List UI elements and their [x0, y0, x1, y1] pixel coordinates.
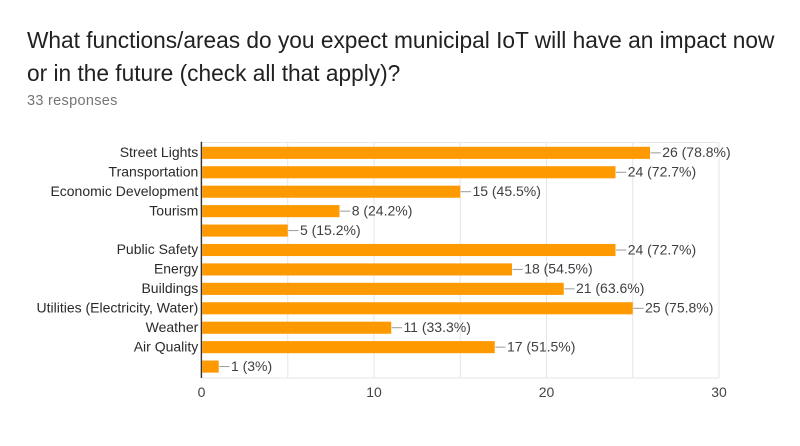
svg-text:Weather: Weather [146, 319, 199, 335]
svg-text:0: 0 [198, 384, 206, 400]
svg-text:5 (15.2%): 5 (15.2%) [300, 222, 361, 238]
svg-text:21 (63.6%): 21 (63.6%) [576, 280, 644, 296]
svg-text:1 (3%): 1 (3%) [231, 358, 272, 374]
svg-text:8 (24.2%): 8 (24.2%) [352, 202, 413, 218]
svg-text:20: 20 [539, 384, 555, 400]
svg-text:25 (75.8%): 25 (75.8%) [645, 300, 713, 316]
svg-text:15 (45.5%): 15 (45.5%) [472, 183, 540, 199]
svg-text:10: 10 [366, 384, 382, 400]
svg-text:Public Safety: Public Safety [117, 241, 199, 257]
svg-text:Energy: Energy [154, 261, 198, 277]
svg-text:30: 30 [711, 384, 727, 400]
svg-text:Economic Development: Economic Development [50, 183, 198, 199]
svg-text:Air Quality: Air Quality [134, 338, 199, 354]
svg-text:24 (72.7%): 24 (72.7%) [628, 241, 696, 257]
svg-text:Street Lights: Street Lights [120, 144, 199, 160]
svg-text:26 (78.8%): 26 (78.8%) [662, 144, 730, 160]
svg-text:Buildings: Buildings [141, 280, 198, 296]
svg-text:Tourism: Tourism [149, 202, 198, 218]
svg-text:Transportation: Transportation [109, 163, 199, 179]
svg-text:24 (72.7%): 24 (72.7%) [628, 164, 696, 180]
svg-text:Utilities (Electricity, Water): Utilities (Electricity, Water) [37, 299, 199, 315]
svg-text:11 (33.3%): 11 (33.3%) [403, 319, 470, 335]
svg-text:18 (54.5%): 18 (54.5%) [524, 261, 592, 277]
svg-text:17 (51.5%): 17 (51.5%) [507, 338, 575, 354]
